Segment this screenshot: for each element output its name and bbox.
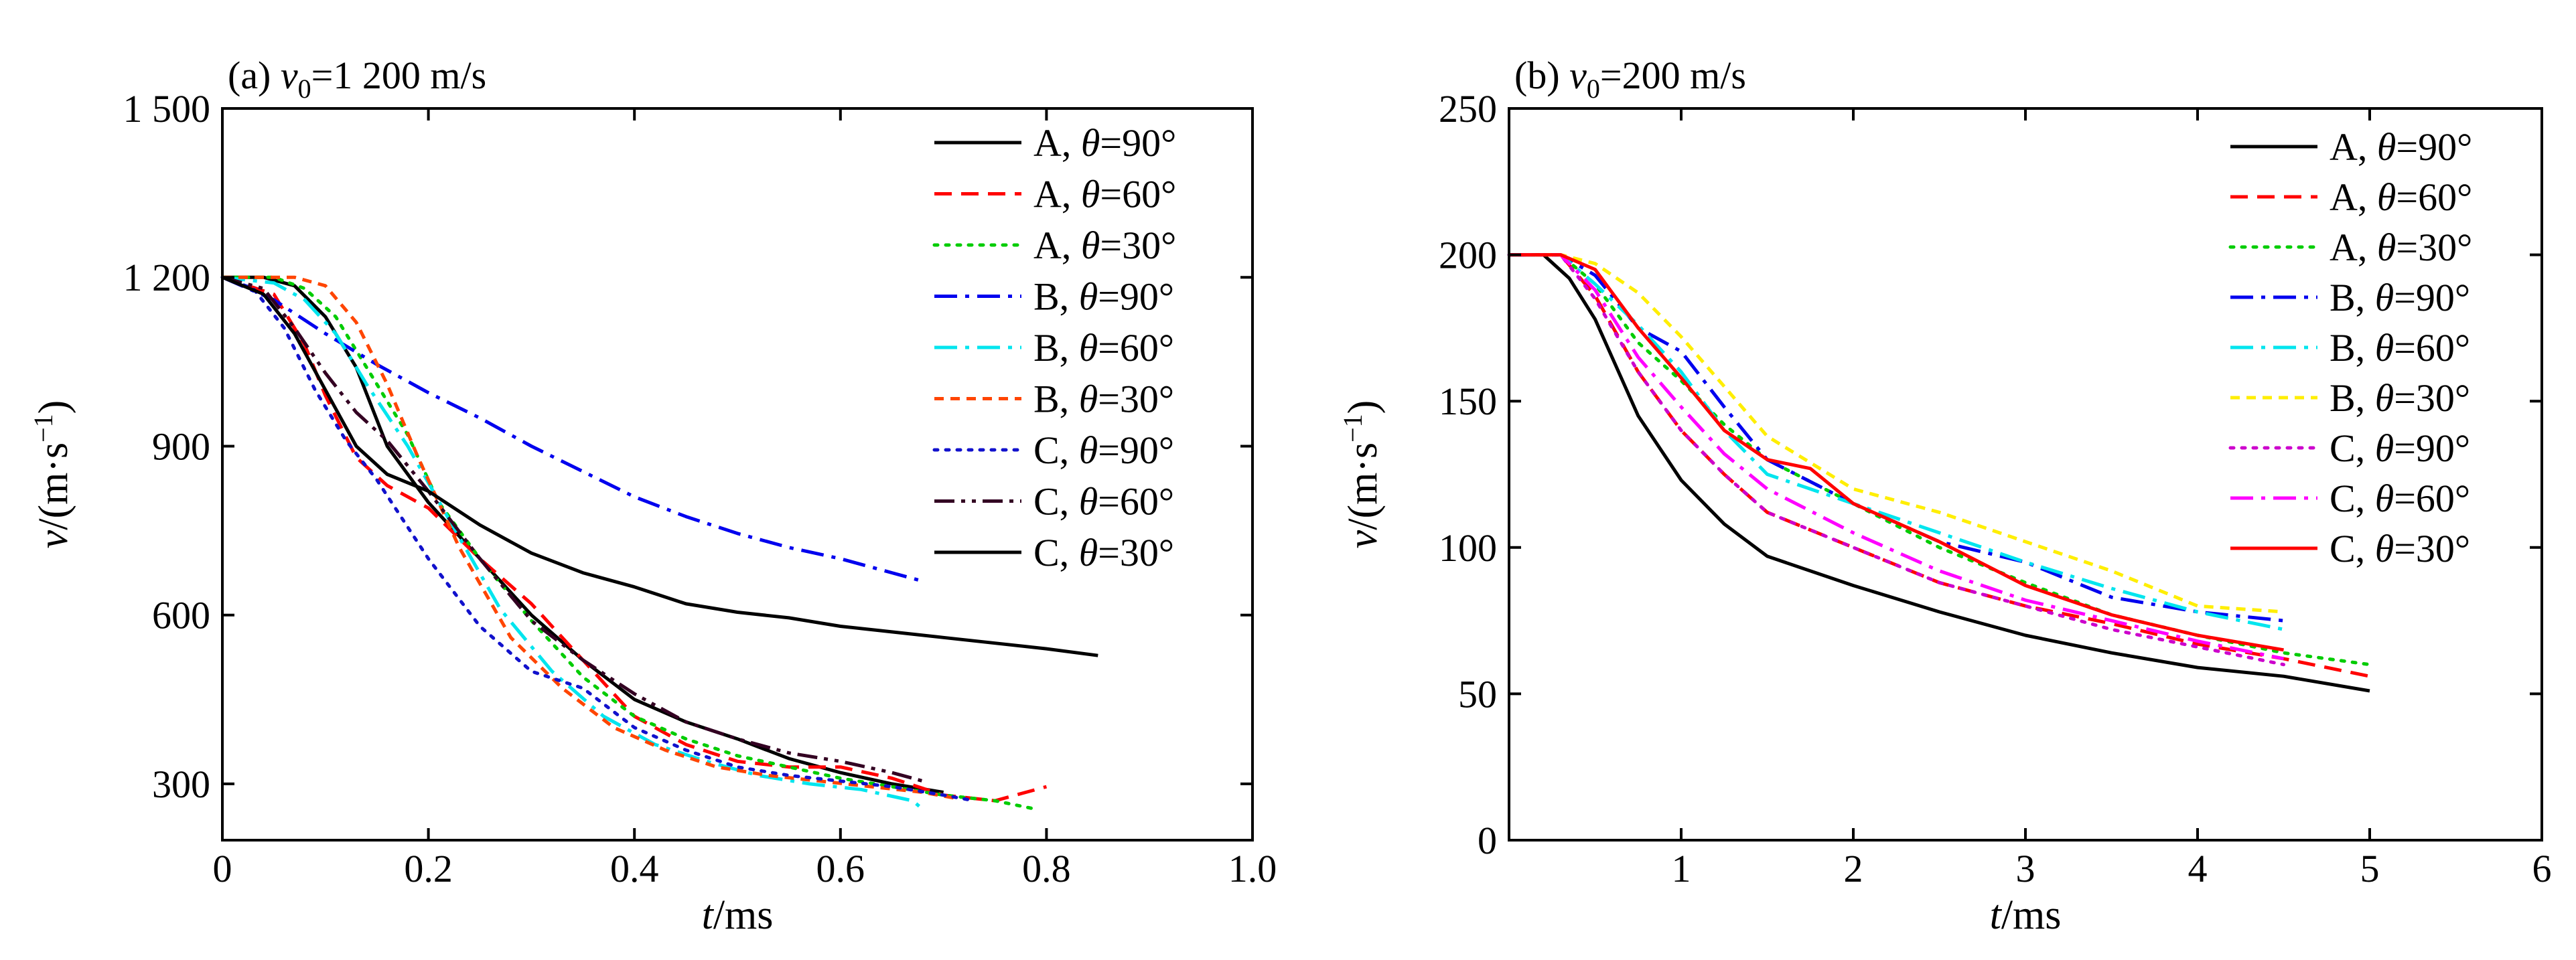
series-line-a-5: [222, 275, 924, 811]
legend-label-a-5: B, θ=60°: [1033, 326, 1174, 370]
legend-label-a-7: C, θ=90°: [1033, 428, 1174, 472]
series-line-a-6: [222, 275, 954, 800]
series-line-a-3: [220, 275, 1038, 811]
legend-label-b-2: A, θ=60°: [2330, 175, 2472, 219]
plot-area-b: [1507, 253, 2372, 693]
series-line-b-3: [1507, 253, 2372, 667]
plot-frame-a: [221, 107, 1254, 842]
y-tick-label-a: 600: [152, 594, 210, 637]
series-line-b-6: [1509, 253, 2284, 614]
series-line-b-9: [1509, 253, 2284, 652]
legend-label-b-5: B, θ=60°: [2330, 326, 2470, 370]
legend-label-a-8: C, θ=60°: [1033, 480, 1174, 524]
x-tick-label-a: 0: [213, 847, 232, 890]
x-tick-label-b: 4: [2188, 847, 2208, 890]
series-line-a-1: [222, 275, 944, 794]
series-line-b-7: [1507, 253, 2285, 667]
panel-b: 1 2 3 4 5 6 0 50 100 150 200 250 (b) v0=200 m/s t/ms v…: [1338, 54, 2552, 938]
x-tick-label-b: 5: [2360, 847, 2380, 890]
legend-label-b-3: A, θ=30°: [2330, 226, 2472, 269]
x-tick-label-a: 0.4: [610, 847, 659, 890]
y-tick-label-b: 200: [1439, 234, 1497, 277]
legend-label-b-9: C, θ=30°: [2330, 527, 2470, 570]
series-line-a-9: [222, 275, 1098, 657]
series-line-a-7: [220, 275, 977, 803]
legend-a: A, θ=90° A, θ=60° A, θ=30° B, θ=90° B, θ=60°…: [932, 121, 1176, 574]
series-line-a-8: [222, 275, 924, 783]
legend-label-a-6: B, θ=30°: [1033, 378, 1174, 421]
series-line-b-1: [1509, 253, 2370, 693]
y-tick-label-b: 50: [1458, 672, 1497, 716]
legend-label-b-7: C, θ=90°: [2330, 426, 2470, 470]
legend-label-b-4: B, θ=90°: [2330, 276, 2470, 319]
x-tick-label-a: 1.0: [1228, 847, 1277, 890]
legend-label-a-9: C, θ=30°: [1033, 531, 1174, 574]
x-tick-label-b: 3: [2016, 847, 2035, 890]
x-tick-label-a: 0.6: [816, 847, 865, 890]
legend-label-a-4: B, θ=90°: [1033, 275, 1174, 319]
x-tick-label-b: 1: [1672, 847, 1691, 890]
x-tick-label-a: 0.8: [1022, 847, 1071, 890]
y-tick-label-a: 300: [152, 763, 210, 806]
y-tick-label-b: 100: [1439, 526, 1497, 570]
legend-b: A, θ=90° A, θ=60° A, θ=30° B, θ=90° B, θ=60°…: [2228, 125, 2472, 570]
legend-label-a-1: A, θ=90°: [1033, 121, 1176, 165]
series-line-a-2: [222, 275, 1048, 803]
x-tick-label-b: 2: [1844, 847, 1863, 890]
x-tick-label-a: 0.2: [404, 847, 453, 890]
x-axis-label-a: t/ms: [702, 892, 774, 938]
x-tick-label-b: 6: [2532, 847, 2552, 890]
legend-label-a-2: A, θ=60°: [1033, 173, 1176, 216]
series-line-b-2: [1509, 253, 2370, 678]
y-tick-label-a: 1 500: [123, 87, 211, 131]
series-line-b-8: [1509, 253, 2284, 661]
legend-label-b-8: C, θ=60°: [2330, 477, 2470, 520]
panel-title-a: (a) v0=1 200 m/s: [228, 54, 486, 104]
legend-label-b-6: B, θ=30°: [2330, 376, 2470, 420]
y-tick-label-a: 1 200: [123, 256, 211, 299]
panel-a: 0 0.2 0.4 0.6 0.8 1.0 300 600 900 1 200 1 500 (a) v…: [28, 54, 1277, 938]
panel-title-b: (b) v0=200 m/s: [1514, 54, 1746, 104]
y-tick-label-b: 150: [1439, 380, 1497, 423]
series-line-b-5: [1509, 253, 2284, 631]
y-tick-label-b: 0: [1478, 819, 1497, 862]
legend-label-b-1: A, θ=90°: [2330, 125, 2472, 169]
y-tick-label-b: 250: [1439, 87, 1497, 131]
y-tick-label-a: 900: [152, 424, 210, 468]
plot-area-a: [220, 275, 1098, 811]
y-axis-label-a: v/(m·s−1): [28, 400, 76, 549]
x-axis-label-b: t/ms: [1990, 892, 2062, 938]
legend-label-a-3: A, θ=30°: [1033, 224, 1176, 267]
y-axis-label-b: v/(m·s−1): [1338, 400, 1386, 549]
